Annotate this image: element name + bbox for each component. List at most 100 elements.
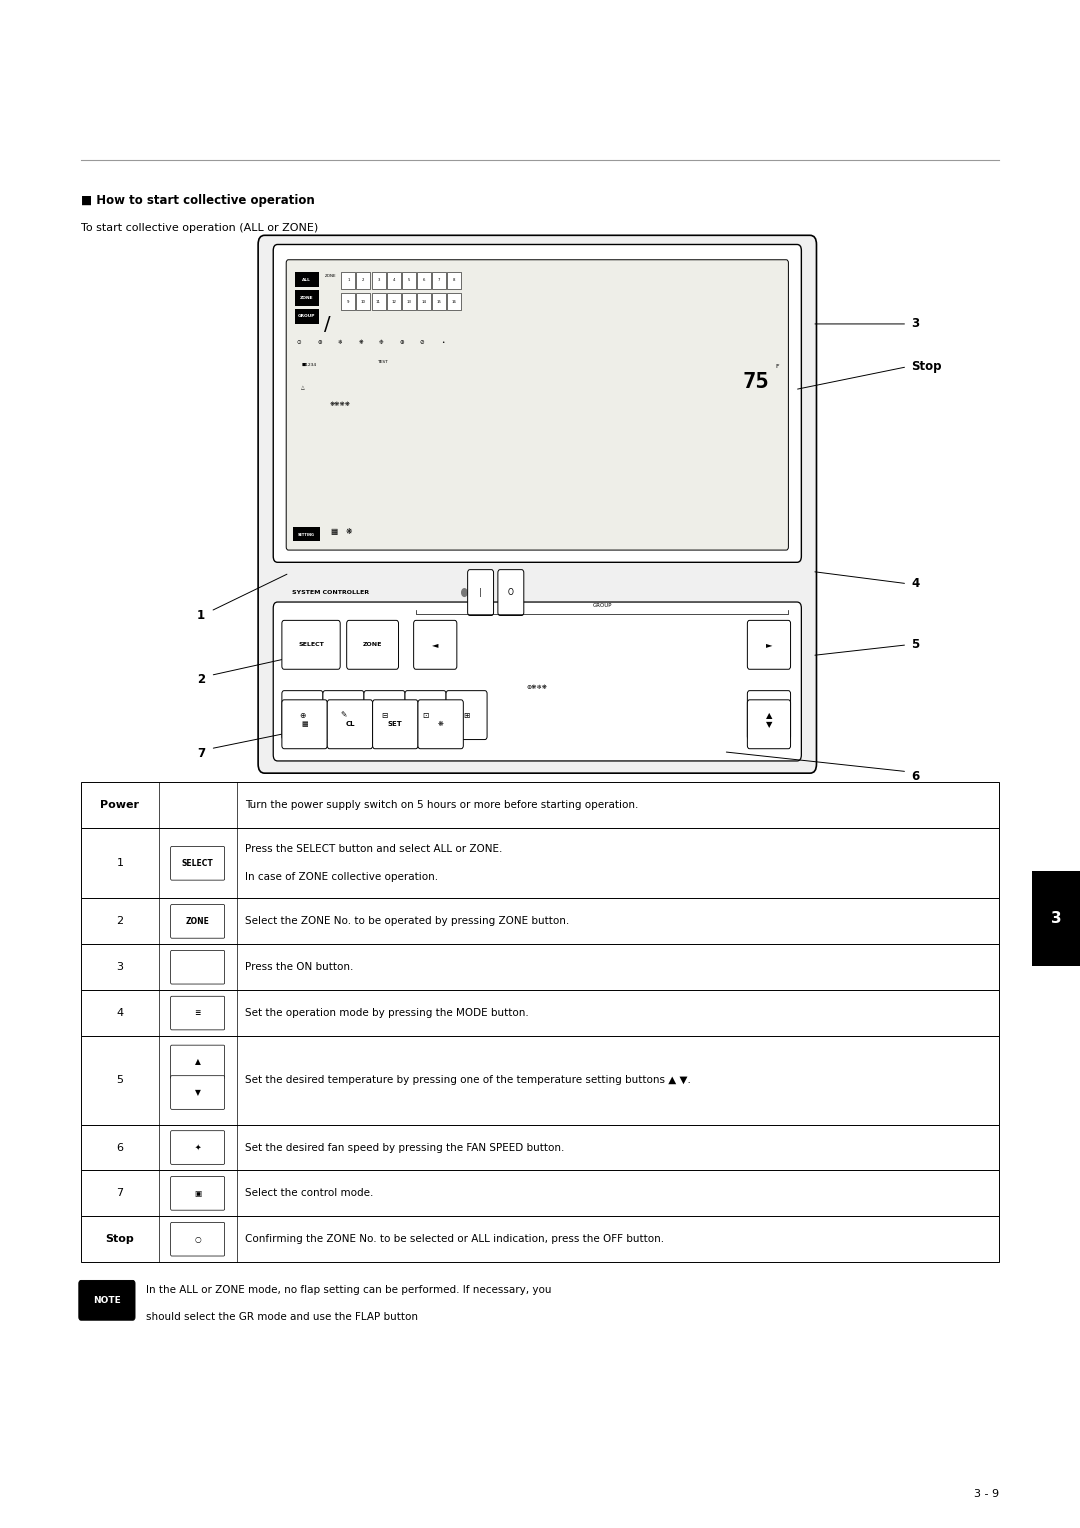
Text: 6: 6 bbox=[912, 770, 920, 782]
Text: 10: 10 bbox=[361, 299, 366, 304]
FancyBboxPatch shape bbox=[273, 244, 801, 562]
Text: SETTING: SETTING bbox=[298, 533, 314, 536]
FancyBboxPatch shape bbox=[282, 700, 327, 749]
Text: 2: 2 bbox=[117, 917, 123, 926]
Text: 7: 7 bbox=[197, 747, 205, 759]
Bar bbox=[372, 272, 386, 289]
FancyBboxPatch shape bbox=[171, 996, 225, 1030]
Bar bbox=[372, 293, 386, 310]
Text: 15: 15 bbox=[436, 299, 442, 304]
Text: ❄: ❄ bbox=[338, 339, 342, 345]
FancyBboxPatch shape bbox=[171, 1177, 225, 1210]
Text: ⊕: ⊕ bbox=[299, 711, 306, 720]
Bar bbox=[341, 293, 355, 310]
Bar bbox=[81, 1036, 999, 1125]
Bar bbox=[1032, 871, 1080, 966]
Text: In the ALL or ZONE mode, no flap setting can be performed. If necessary, you: In the ALL or ZONE mode, no flap setting… bbox=[146, 1285, 551, 1294]
Text: ◄: ◄ bbox=[432, 640, 438, 649]
Text: ZONE: ZONE bbox=[300, 296, 313, 299]
Text: 8: 8 bbox=[453, 278, 456, 283]
Text: ⊟: ⊟ bbox=[381, 711, 388, 720]
Text: O: O bbox=[508, 588, 514, 597]
Text: SET: SET bbox=[388, 721, 403, 727]
Text: •: • bbox=[441, 339, 445, 345]
Text: 7: 7 bbox=[437, 278, 441, 283]
Text: /: / bbox=[324, 315, 330, 333]
Text: Confirming the ZONE No. to be selected or ALL indication, press the OFF button.: Confirming the ZONE No. to be selected o… bbox=[245, 1235, 664, 1244]
Text: ZONE: ZONE bbox=[186, 917, 210, 926]
Text: Power: Power bbox=[100, 801, 139, 810]
Text: To start collective operation (ALL or ZONE): To start collective operation (ALL or ZO… bbox=[81, 223, 319, 234]
FancyBboxPatch shape bbox=[171, 1222, 225, 1256]
Text: NOTE: NOTE bbox=[93, 1296, 121, 1305]
Text: 6: 6 bbox=[422, 278, 426, 283]
Bar bbox=[387, 293, 401, 310]
Bar bbox=[81, 898, 999, 944]
FancyBboxPatch shape bbox=[498, 570, 524, 616]
Text: 2: 2 bbox=[362, 278, 365, 283]
Text: ○: ○ bbox=[194, 1235, 201, 1244]
Text: ❋❋❋❋: ❋❋❋❋ bbox=[329, 402, 350, 408]
Bar bbox=[387, 272, 401, 289]
Text: 5: 5 bbox=[117, 1076, 123, 1085]
Text: GROUP: GROUP bbox=[298, 315, 315, 318]
Text: ▲: ▲ bbox=[766, 711, 772, 720]
FancyBboxPatch shape bbox=[347, 620, 399, 669]
Text: ✎: ✎ bbox=[340, 711, 347, 720]
Bar bbox=[81, 828, 999, 898]
Text: Set the operation mode by pressing the MODE button.: Set the operation mode by pressing the M… bbox=[245, 1008, 529, 1018]
FancyBboxPatch shape bbox=[79, 1280, 135, 1320]
Text: 1: 1 bbox=[197, 610, 205, 622]
Bar bbox=[432, 293, 446, 310]
Bar bbox=[432, 272, 446, 289]
Text: ❉: ❉ bbox=[379, 339, 383, 345]
Text: 13: 13 bbox=[406, 299, 411, 304]
FancyBboxPatch shape bbox=[273, 602, 801, 761]
Text: ≡: ≡ bbox=[194, 1008, 201, 1018]
Text: SELECT: SELECT bbox=[181, 859, 214, 868]
Text: 4: 4 bbox=[912, 578, 920, 590]
Text: ▣: ▣ bbox=[194, 1189, 201, 1198]
Text: 14: 14 bbox=[421, 299, 427, 304]
Bar bbox=[447, 293, 461, 310]
FancyBboxPatch shape bbox=[282, 691, 323, 740]
Text: 6: 6 bbox=[117, 1143, 123, 1152]
Text: Select the control mode.: Select the control mode. bbox=[245, 1189, 374, 1198]
Bar bbox=[295, 309, 319, 324]
Text: Select the ZONE No. to be operated by pressing ZONE button.: Select the ZONE No. to be operated by pr… bbox=[245, 917, 569, 926]
FancyBboxPatch shape bbox=[323, 691, 364, 740]
Text: ▦: ▦ bbox=[301, 721, 308, 727]
Text: 5: 5 bbox=[912, 639, 920, 651]
Text: 3: 3 bbox=[912, 318, 920, 330]
Text: ⊡: ⊡ bbox=[422, 711, 429, 720]
Text: In case of ZONE collective operation.: In case of ZONE collective operation. bbox=[245, 872, 438, 882]
Text: ZONE: ZONE bbox=[363, 642, 382, 648]
Text: ■ How to start collective operation: ■ How to start collective operation bbox=[81, 194, 314, 208]
Text: ALL: ALL bbox=[302, 278, 311, 281]
Text: 1: 1 bbox=[117, 859, 123, 868]
Bar bbox=[81, 782, 999, 828]
Text: ▼: ▼ bbox=[194, 1088, 201, 1097]
Text: Turn the power supply switch on 5 hours or more before starting operation.: Turn the power supply switch on 5 hours … bbox=[245, 801, 638, 810]
Text: F: F bbox=[775, 364, 780, 370]
Text: SELECT: SELECT bbox=[298, 642, 324, 648]
Text: 5: 5 bbox=[407, 278, 410, 283]
Text: ⊘: ⊘ bbox=[420, 339, 424, 345]
FancyBboxPatch shape bbox=[414, 620, 457, 669]
FancyBboxPatch shape bbox=[747, 700, 791, 749]
Text: SYSTEM CONTROLLER: SYSTEM CONTROLLER bbox=[292, 590, 368, 594]
Bar bbox=[356, 293, 370, 310]
Text: Press the SELECT button and select ALL or ZONE.: Press the SELECT button and select ALL o… bbox=[245, 845, 502, 854]
Text: ▦: ▦ bbox=[330, 527, 337, 536]
FancyBboxPatch shape bbox=[373, 700, 418, 749]
Text: 3 - 9: 3 - 9 bbox=[974, 1490, 999, 1499]
Text: Stop: Stop bbox=[106, 1235, 134, 1244]
Text: △: △ bbox=[301, 385, 305, 391]
Text: 7: 7 bbox=[117, 1189, 123, 1198]
FancyBboxPatch shape bbox=[364, 691, 405, 740]
FancyBboxPatch shape bbox=[747, 691, 791, 740]
Text: |: | bbox=[480, 588, 482, 597]
Bar bbox=[417, 293, 431, 310]
FancyBboxPatch shape bbox=[171, 1131, 225, 1164]
Text: ⊞: ⊞ bbox=[463, 711, 470, 720]
